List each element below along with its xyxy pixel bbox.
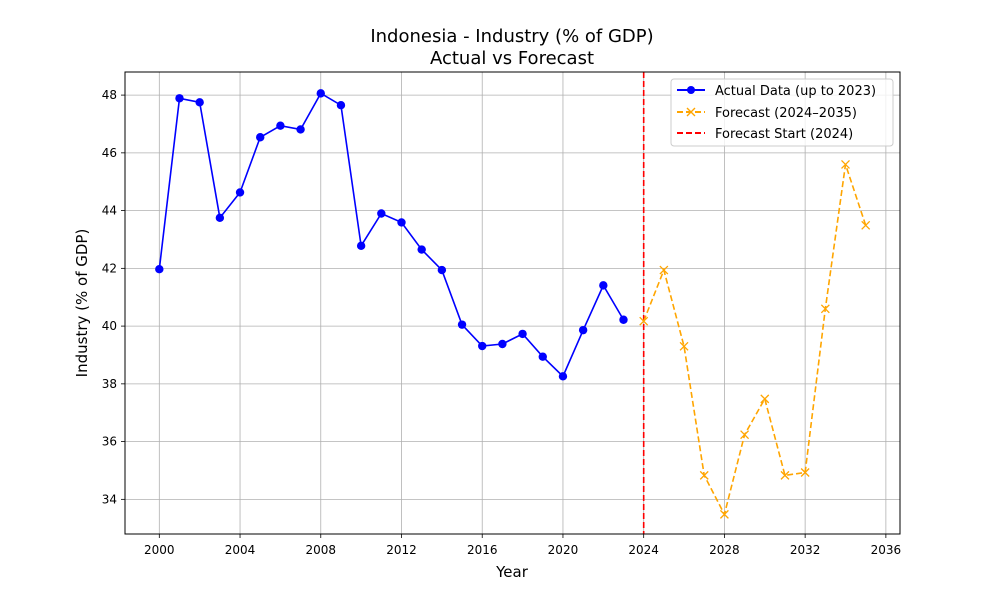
- y-tick-label: 46: [102, 146, 117, 160]
- x-tick-label: 2000: [144, 543, 175, 557]
- legend-forecast-marker: [686, 107, 696, 117]
- y-axis-ticks: 34 36 38 40 42 44 46 48: [102, 88, 125, 506]
- y-tick-label: 44: [102, 204, 117, 218]
- chart-title: Indonesia - Industry (% of GDP): [370, 26, 653, 47]
- forecast-data-point: [820, 304, 830, 314]
- y-tick-label: 42: [102, 261, 117, 275]
- actual-data-point: [619, 315, 628, 324]
- series-layer: [155, 89, 871, 519]
- x-tick-label: 2012: [386, 543, 417, 557]
- actual-data-point: [397, 218, 406, 227]
- legend-actual-marker: [687, 86, 695, 94]
- legend: Actual Data (up to 2023) Forecast (2024–…: [670, 78, 894, 147]
- chart-subtitle: Actual vs Forecast: [430, 48, 594, 69]
- x-tick-label: 2020: [548, 543, 579, 557]
- actual-data-point: [276, 121, 285, 130]
- x-axis-title: Year: [495, 563, 529, 581]
- forecast-data-point: [719, 509, 729, 519]
- y-axis-title: Industry (% of GDP): [73, 229, 91, 378]
- forecast-data-point: [800, 468, 810, 477]
- x-tick-label: 2028: [709, 543, 740, 557]
- actual-data-point: [155, 265, 164, 274]
- actual-data-point: [558, 372, 568, 381]
- legend-forecast-start-label: Forecast Start (2024): [715, 127, 853, 142]
- actual-data-point: [518, 329, 527, 339]
- legend-actual-label: Actual Data (up to 2023): [715, 84, 876, 99]
- x-tick-label: 2004: [225, 543, 256, 557]
- actual-data-point: [377, 209, 386, 218]
- x-tick-label: 2008: [305, 543, 336, 557]
- forecast-data-point: [861, 220, 871, 230]
- actual-series-line: [158, 92, 625, 378]
- actual-data-point: [175, 94, 184, 103]
- actual-data-point: [235, 188, 245, 197]
- actual-data-point: [457, 320, 467, 329]
- actual-data-point: [417, 245, 426, 254]
- actual-data-point: [437, 265, 447, 275]
- x-tick-label: 2024: [628, 543, 659, 557]
- actual-data-point: [336, 101, 346, 110]
- actual-data-point: [498, 339, 507, 349]
- x-tick-label: 2016: [467, 543, 498, 557]
- forecast-data-point: [760, 394, 770, 404]
- actual-data-point: [215, 213, 225, 223]
- x-tick-label: 2036: [871, 543, 902, 557]
- actual-data-point: [538, 352, 547, 361]
- actual-data-point: [256, 133, 265, 142]
- forecast-data-point: [780, 470, 790, 480]
- y-tick-label: 34: [102, 492, 117, 506]
- legend-forecast-label: Forecast (2024–2035): [715, 106, 857, 121]
- forecast-series-line: [642, 164, 867, 517]
- forecast-data-point: [699, 470, 709, 480]
- actual-data-point: [356, 241, 366, 251]
- actual-data-point: [316, 89, 325, 98]
- actual-data-point: [195, 98, 204, 107]
- y-tick-label: 36: [102, 435, 117, 449]
- plot-frame: [124, 71, 901, 535]
- grid-layer: [125, 72, 900, 534]
- x-axis-ticks: 2000 2004 2008 2012 2016 2020 2024 2028 2032 2036: [144, 534, 901, 557]
- actual-data-point: [578, 325, 588, 335]
- actual-data-point: [478, 341, 487, 351]
- forecast-data-point: [841, 159, 850, 169]
- forecast-data-point: [659, 265, 669, 275]
- forecast-data-point: [740, 430, 750, 440]
- x-tick-label: 2032: [790, 543, 821, 557]
- y-tick-label: 38: [102, 377, 117, 391]
- y-tick-label: 48: [102, 88, 117, 102]
- actual-data-point: [296, 125, 305, 134]
- forecast-data-point: [639, 316, 649, 326]
- y-tick-label: 40: [102, 319, 117, 333]
- forecast-data-point: [679, 341, 689, 351]
- actual-data-point: [599, 281, 608, 290]
- legend-box: [670, 78, 894, 147]
